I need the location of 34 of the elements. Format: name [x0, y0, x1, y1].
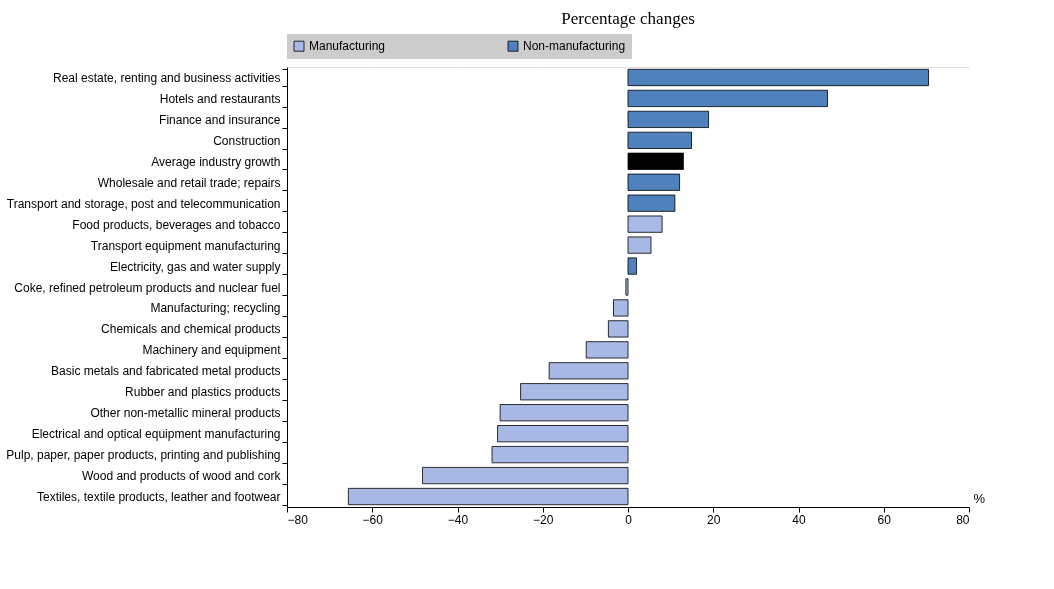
legend-label: Manufacturing [309, 39, 386, 54]
y-tick-label: Finance and insurance [159, 112, 281, 127]
x-tick-label: −60 [362, 512, 384, 527]
y-tick-label: Construction [213, 133, 281, 148]
legend-label: Non-manufacturing [523, 39, 626, 54]
x-tick-label: 40 [792, 512, 806, 527]
y-tick-label: Food products, beverages and tobacco [72, 217, 281, 232]
x-axis-title: % [973, 490, 986, 506]
x-tick-label: −20 [533, 512, 554, 527]
y-tick-label: Machinery and equipment [142, 343, 282, 358]
y-tick-label: Electrical and optical equipment manufacturing [31, 427, 281, 442]
y-tick-label: Average industry growth [151, 154, 281, 169]
y-tick-label: Coke, refined petroleum products and nuclear fuel [14, 280, 281, 295]
x-tick-label: −80 [287, 512, 309, 527]
y-tick-label: Chemicals and chemical products [101, 322, 281, 337]
x-tick-label: 60 [877, 512, 892, 527]
y-tick-label: Transport equipment manufacturing [90, 238, 281, 253]
x-tick-label: −40 [447, 512, 469, 527]
x-tick-label: 80 [956, 512, 970, 527]
y-tick-label: Electricity, gas and water supply [109, 259, 281, 274]
y-tick-label: Transport and storage, post and telecommunication [6, 196, 281, 211]
y-tick-label: Rubber and plastics products [125, 385, 281, 400]
y-tick-label: Pulp, paper, paper products, printing and publishing [6, 448, 281, 463]
y-tick-label: Real estate, renting and business activities [53, 70, 281, 85]
y-tick-label: Textiles, textile products, leather and footwear [37, 490, 281, 505]
x-tick-label: 0 [625, 512, 633, 527]
y-tick-label: Wood and products of wood and cork [81, 469, 282, 484]
x-tick-label: 20 [707, 512, 721, 527]
chart-title: Percentage changes [561, 9, 695, 28]
y-tick-label: Other non-metallic mineral products [90, 406, 281, 421]
y-tick-label: Manufacturing; recycling [150, 301, 281, 316]
y-tick-label: Wholesale and retail trade; repairs [97, 175, 281, 190]
y-tick-label: Hotels and restaurants [159, 91, 281, 106]
y-tick-label: Basic metals and fabricated metal products [51, 364, 281, 379]
